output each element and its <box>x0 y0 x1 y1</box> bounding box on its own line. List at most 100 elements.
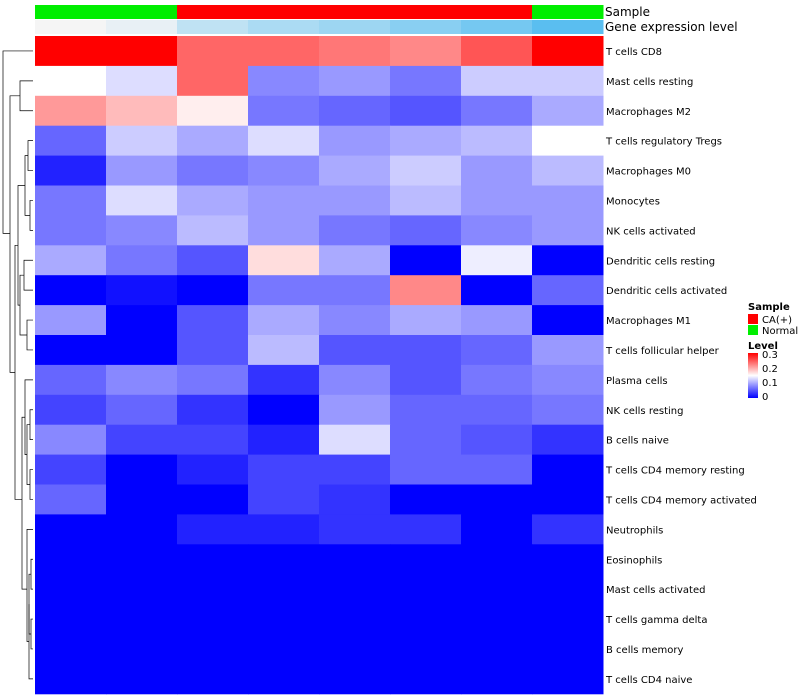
row-label: T cells gamma delta <box>605 615 707 626</box>
heatmap-cell <box>35 125 107 157</box>
heatmap-cell <box>106 215 178 246</box>
heatmap-cell <box>177 95 249 127</box>
annotation-cell <box>35 5 107 19</box>
dendrogram-branch <box>26 319 33 351</box>
heatmap-cell <box>177 215 249 246</box>
dendrogram-branch <box>27 140 33 171</box>
heatmap-cell <box>177 305 249 336</box>
heatmap-cell <box>35 574 107 605</box>
heatmap-cell <box>248 155 320 186</box>
legend-swatch-normal <box>748 325 758 335</box>
heatmap-cell <box>390 574 462 605</box>
heatmap-cell <box>319 185 391 216</box>
dendrogram-branch <box>29 409 33 440</box>
heatmap-cell <box>461 335 533 366</box>
heatmap-cell <box>248 245 320 276</box>
heatmap-cell <box>177 275 249 306</box>
heatmap-cell <box>248 574 320 605</box>
annotation-cell <box>106 20 178 34</box>
heatmap-cell <box>461 125 533 157</box>
heatmap-cell <box>461 155 533 186</box>
row-label: T cells CD4 memory resting <box>605 466 745 477</box>
heatmap-cell <box>248 305 320 336</box>
heatmap-cell <box>390 215 462 246</box>
heatmap-cell <box>319 36 391 67</box>
row-label: Neutrophils <box>606 525 663 536</box>
row-dendrogram <box>2 50 33 680</box>
heatmap-cell <box>319 215 391 246</box>
annotation-cell <box>390 5 462 19</box>
heatmap-cell <box>461 36 533 67</box>
heatmap-cell <box>248 95 320 127</box>
heatmap-cell <box>390 275 462 306</box>
heatmap-cell <box>319 155 391 186</box>
legend-swatch-ca <box>748 314 758 324</box>
heatmap-cell <box>177 185 249 216</box>
heatmap-cell <box>106 663 178 695</box>
heatmap-cell <box>248 65 320 97</box>
heatmap-cell <box>319 514 391 545</box>
heatmap-cell <box>35 364 107 396</box>
heatmap-cell <box>35 305 107 336</box>
row-label: Eosinophils <box>606 555 662 566</box>
heatmap-cell <box>177 65 249 97</box>
heatmap-cell <box>461 454 533 485</box>
heatmap-cell <box>390 364 462 396</box>
heatmap-cell <box>532 663 604 695</box>
heatmap-cell <box>532 275 604 306</box>
row-label: B cells naive <box>606 436 669 447</box>
legend-sample-title: Sample <box>748 302 790 313</box>
heatmap-cell <box>390 36 462 67</box>
dendrogram-branch <box>2 50 33 234</box>
heatmap-cell <box>532 125 604 157</box>
annotation-cell <box>461 20 533 34</box>
legend-item-ca: CA(+) <box>762 315 792 326</box>
row-label: Macrophages M0 <box>606 167 691 178</box>
heatmap-cell <box>390 424 462 456</box>
heatmap-cell <box>532 394 604 426</box>
heatmap-cell <box>461 185 533 216</box>
heatmap-cell <box>319 394 391 426</box>
dendrogram-branch <box>21 416 27 590</box>
row-label: Mast cells activated <box>606 585 705 596</box>
heatmap-cell <box>532 155 604 186</box>
heatmap-cell <box>177 544 249 575</box>
heatmap-cell <box>248 454 320 485</box>
annotation-cell <box>248 20 320 34</box>
heatmap-cell <box>177 125 249 157</box>
row-label: Dendritic cells activated <box>606 286 727 297</box>
dendrogram-branch <box>23 259 33 291</box>
heatmap-cell <box>106 95 178 127</box>
heatmap-cell <box>35 424 107 456</box>
heatmap-cell <box>461 394 533 426</box>
heatmap-cell <box>319 125 391 157</box>
heatmap-cell <box>532 36 604 67</box>
heatmap-cell <box>177 454 249 485</box>
heatmap-cell <box>532 245 604 276</box>
dendrogram-branch <box>19 80 33 112</box>
row-label: T cells regulatory Tregs <box>605 137 722 148</box>
heatmap-cell <box>177 604 249 635</box>
heatmap-cell <box>248 125 320 157</box>
heatmap-cell <box>106 514 178 545</box>
row-label: NK cells resting <box>606 406 683 417</box>
heatmap-cell <box>319 454 391 485</box>
heatmap-cell <box>461 305 533 336</box>
dendrogram-branch <box>30 618 33 650</box>
legend: Sample CA(+) Normal Level 0.3 0.2 0.1 0 <box>748 302 798 403</box>
dendrogram-branch <box>28 604 33 680</box>
dendrogram-branch <box>9 95 20 373</box>
dendrogram-branch <box>14 244 22 500</box>
heatmap-cells <box>35 36 604 695</box>
heatmap-cell <box>319 95 391 127</box>
annotation-cell <box>319 20 391 34</box>
heatmap-cell <box>532 185 604 216</box>
row-label: T cells CD4 memory activated <box>605 495 757 506</box>
heatmap-cell <box>177 394 249 426</box>
legend-level-tick: 0.1 <box>762 378 778 389</box>
heatmap-cell <box>35 484 107 515</box>
legend-level-tick: 0.3 <box>762 350 778 361</box>
heatmap-cell <box>532 604 604 635</box>
heatmap-cell <box>35 394 107 426</box>
heatmap-cell <box>35 155 107 186</box>
